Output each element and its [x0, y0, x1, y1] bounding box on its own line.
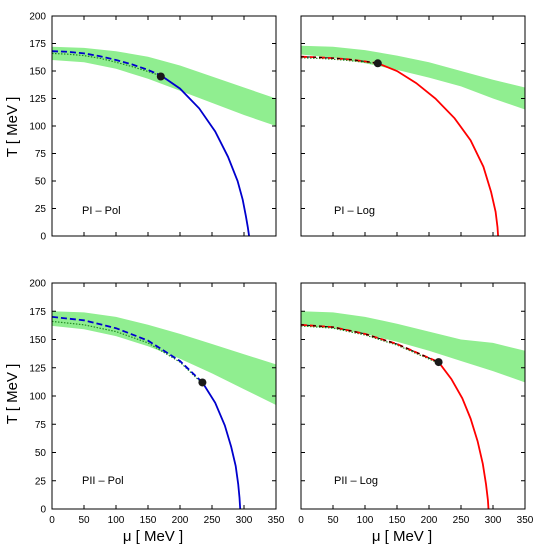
panel-tag: PI – Pol	[82, 205, 121, 217]
plot-area	[301, 311, 525, 509]
y-tick-label: 200	[29, 12, 46, 23]
y-axis-label-top: T [ MeV ]	[4, 97, 21, 158]
x-tick-label: 150	[140, 515, 157, 526]
dotted-crossover-line	[52, 320, 203, 385]
first-order-line	[377, 62, 499, 236]
first-order-line	[160, 74, 250, 236]
x-tick-label: 300	[236, 515, 253, 526]
y-tick-label: 75	[35, 149, 47, 160]
critical-point	[373, 59, 382, 68]
y-tick-label: 0	[40, 505, 46, 516]
y-tick-label: 175	[29, 39, 46, 50]
y-axis-label-bottom: T [ MeV ]	[4, 364, 21, 425]
y-tick-label: 175	[29, 307, 46, 318]
y-tick-label: 25	[35, 476, 47, 487]
x-tick-label: 150	[389, 515, 406, 526]
y-tick-label: 125	[29, 363, 46, 374]
panel-4: 0 50 100 150 200 250 300 350 PII – Log	[298, 282, 534, 526]
y-tick-label: 200	[29, 279, 46, 290]
plot-area	[52, 46, 276, 236]
critical-point	[434, 358, 443, 367]
dashed-crossover-accent	[301, 56, 378, 64]
y-tick-label: 150	[29, 335, 46, 346]
x-tick-label: 200	[172, 515, 189, 526]
dashed-crossover-line	[52, 50, 162, 77]
first-order-line	[437, 361, 490, 509]
panel-tag: PII – Log	[334, 475, 378, 487]
x-tick-label: 50	[78, 515, 90, 526]
lattice-band	[52, 46, 276, 126]
y-tick-label: 100	[29, 392, 46, 403]
plot-area	[301, 45, 525, 236]
y-tick-label: 150	[29, 67, 46, 78]
y-tick-label: 50	[35, 177, 47, 188]
y-tick-label: 0	[40, 232, 46, 243]
lattice-band	[301, 45, 525, 110]
critical-point	[198, 378, 207, 387]
panel-1: 0 25 50 75 100 125 150 175 200 PI – Pol	[29, 12, 277, 243]
panel-3: 0 50 100 150 200 250 300 350 0 25 50 75 100 125 150 175…	[29, 279, 284, 527]
first-order-line	[201, 381, 242, 509]
y-tick-label: 100	[29, 122, 46, 133]
x-tick-label: 200	[421, 515, 438, 526]
dashed-crossover-line	[52, 316, 204, 384]
dotted-crossover-line	[301, 325, 439, 364]
x-tick-label: 100	[108, 515, 125, 526]
x-tick-label: 50	[327, 515, 339, 526]
x-tick-label: 350	[268, 515, 285, 526]
dotted-crossover-line	[52, 52, 161, 77]
panel-tag: PII – Pol	[82, 475, 124, 487]
x-tick-label: 100	[357, 515, 374, 526]
x-axis-label-left: μ [ MeV ]	[123, 528, 183, 545]
y-tick-label: 50	[35, 448, 47, 459]
lattice-band	[52, 311, 276, 405]
panel-2: PI – Log	[300, 15, 526, 237]
x-tick-label: 250	[453, 515, 470, 526]
x-axis-label-right: μ [ MeV ]	[372, 528, 432, 545]
panels-group: 0 25 50 75 100 125 150 175 200 PI – Pol PI – Log 0 5…	[29, 12, 533, 527]
dashed-crossover-line	[301, 323, 439, 363]
x-tick-label: 0	[298, 515, 304, 526]
x-tick-label: 250	[204, 515, 221, 526]
y-tick-label: 25	[35, 204, 47, 215]
y-tick-label: 75	[35, 420, 47, 431]
x-tick-label: 350	[517, 515, 534, 526]
plot-area	[52, 311, 276, 509]
x-tick-label: 0	[49, 515, 55, 526]
y-tick-label: 125	[29, 94, 46, 105]
panel-tag: PI – Log	[334, 205, 375, 217]
lattice-band	[301, 311, 525, 383]
critical-point	[156, 72, 165, 81]
x-tick-label: 300	[485, 515, 502, 526]
